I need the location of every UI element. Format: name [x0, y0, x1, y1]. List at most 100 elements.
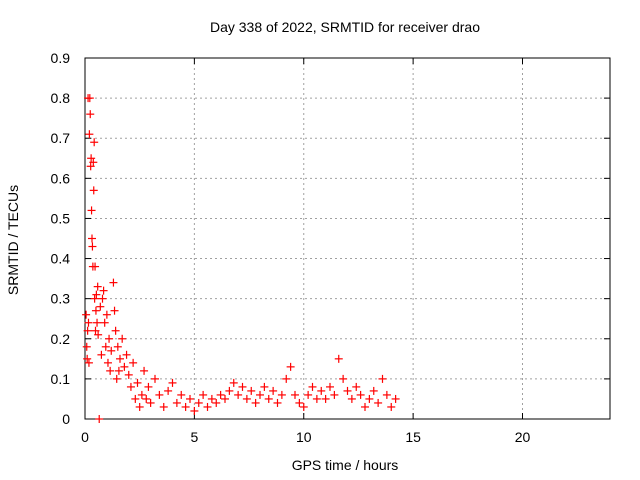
x-tick-label: 0 — [81, 429, 89, 445]
data-point — [186, 394, 194, 403]
y-tick-label: 0.3 — [51, 291, 71, 307]
y-tick-label: 0.4 — [51, 251, 71, 267]
data-point — [238, 382, 247, 391]
data-point — [225, 386, 234, 395]
data-point — [216, 390, 225, 399]
x-tick-label: 15 — [405, 429, 421, 445]
data-point — [93, 282, 102, 291]
data-point — [356, 390, 365, 399]
data-point — [91, 306, 100, 315]
y-tick-label: 0.2 — [51, 331, 71, 347]
y-tick-label: 0.1 — [51, 371, 71, 387]
data-point — [133, 378, 142, 387]
data-point — [234, 390, 243, 399]
data-point — [94, 330, 103, 339]
data-point — [90, 138, 99, 147]
data-point — [334, 354, 343, 363]
data-point — [273, 398, 282, 407]
data-point — [84, 318, 93, 327]
data-point — [181, 402, 190, 411]
data-point — [88, 234, 96, 243]
data-point — [101, 342, 110, 351]
data-point — [347, 394, 356, 403]
data-point — [112, 374, 121, 383]
data-point — [87, 154, 96, 163]
data-point — [120, 362, 129, 371]
data-point — [113, 342, 122, 351]
data-point — [352, 382, 361, 391]
data-point — [82, 310, 91, 319]
data-point — [207, 394, 216, 403]
data-point — [126, 382, 135, 391]
data-point — [159, 402, 168, 411]
data-point — [129, 358, 138, 367]
y-tick-label: 0.8 — [51, 90, 71, 106]
data-point — [378, 374, 387, 383]
data-point — [212, 398, 221, 407]
data-point — [308, 382, 317, 391]
data-point — [286, 362, 295, 371]
data-point — [330, 390, 339, 399]
data-point — [343, 386, 352, 395]
data-point — [251, 398, 260, 407]
data-point — [82, 342, 91, 351]
data-points — [82, 94, 400, 423]
y-tick-label: 0 — [62, 411, 70, 427]
x-tick-label: 10 — [296, 429, 312, 445]
data-point — [277, 390, 286, 399]
data-point — [304, 390, 313, 399]
data-point — [89, 158, 98, 167]
data-point — [177, 390, 186, 399]
data-point — [116, 354, 124, 363]
data-point — [137, 390, 146, 399]
data-point — [260, 382, 269, 391]
data-point — [365, 394, 374, 403]
data-point — [321, 394, 330, 403]
data-point — [299, 402, 308, 411]
data-point — [91, 326, 100, 335]
data-point — [118, 334, 127, 343]
data-point — [114, 366, 123, 375]
data-point — [122, 350, 131, 359]
data-point — [107, 346, 116, 355]
x-axis-label: GPS time / hours — [292, 457, 399, 473]
data-point — [97, 350, 106, 359]
data-point — [110, 306, 119, 315]
data-point — [106, 366, 115, 375]
data-point — [242, 394, 251, 403]
data-point — [317, 386, 326, 395]
x-tick-label: 20 — [515, 429, 531, 445]
data-point — [96, 302, 105, 311]
data-point — [229, 378, 238, 387]
y-tick-label: 0.5 — [51, 210, 71, 226]
data-point — [90, 294, 99, 303]
data-point — [269, 386, 278, 395]
data-point — [100, 318, 109, 327]
data-point — [312, 394, 321, 403]
data-point — [199, 390, 208, 399]
data-point — [247, 386, 256, 395]
data-point — [86, 110, 95, 119]
axis-ticks — [84, 57, 610, 420]
data-point — [135, 402, 144, 411]
data-point — [103, 358, 112, 367]
data-point — [142, 394, 151, 403]
data-point — [93, 318, 102, 327]
data-point — [83, 354, 92, 363]
data-point — [85, 130, 94, 139]
data-point — [85, 94, 94, 103]
data-point — [282, 374, 291, 383]
data-point — [264, 394, 273, 403]
data-point — [92, 290, 101, 299]
data-point — [203, 402, 212, 411]
y-tick-label: 0.9 — [51, 50, 71, 66]
data-point — [374, 398, 383, 407]
data-point — [326, 382, 334, 391]
data-point — [369, 386, 378, 395]
data-point — [86, 162, 95, 171]
data-point — [95, 415, 104, 423]
data-point — [84, 358, 93, 367]
data-point — [339, 374, 348, 383]
y-tick-label: 0.7 — [51, 130, 71, 146]
